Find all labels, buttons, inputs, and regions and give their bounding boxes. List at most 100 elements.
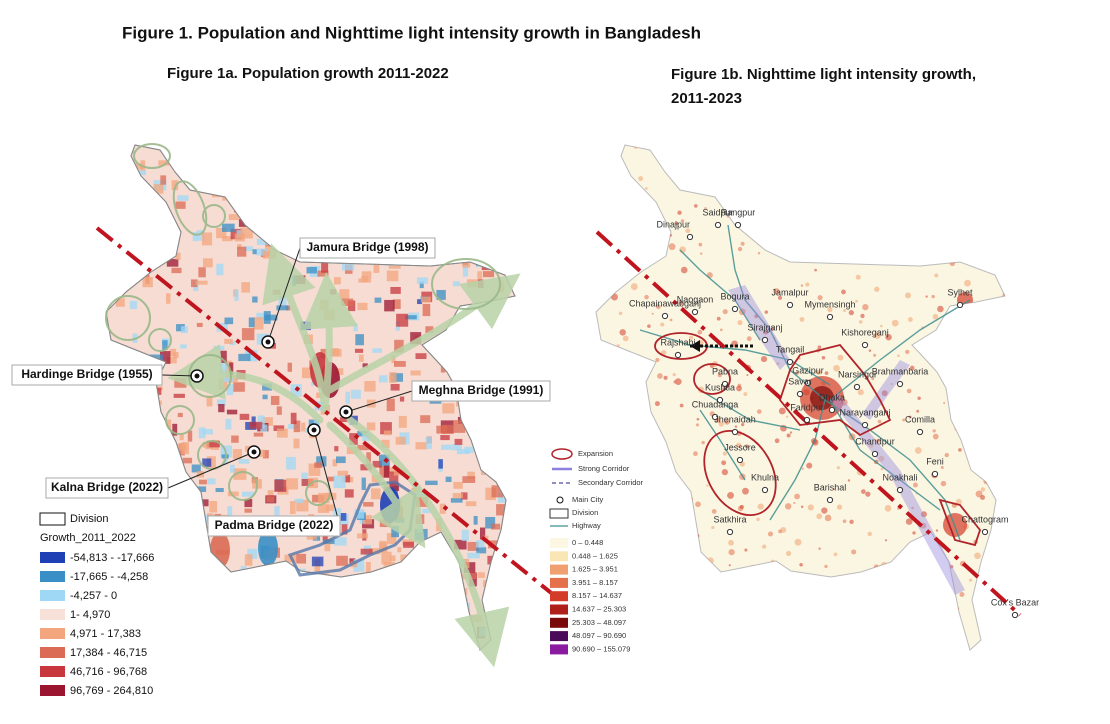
map-patch <box>359 598 371 605</box>
map-patch <box>951 353 957 360</box>
map-patch <box>784 503 792 510</box>
map-patch <box>644 294 649 300</box>
map-patch <box>410 370 421 376</box>
map-patch <box>145 415 154 423</box>
map-patch <box>847 479 851 482</box>
map-patch <box>430 622 442 629</box>
map-patch <box>324 492 337 500</box>
map-patch <box>117 441 125 450</box>
map-patch <box>185 534 191 540</box>
map-patch <box>157 642 164 650</box>
map-patch <box>757 252 761 255</box>
map-patch <box>227 491 239 497</box>
map-patch <box>298 632 305 641</box>
map-patch <box>680 266 688 274</box>
map-patch <box>204 625 214 634</box>
map-patch <box>176 324 185 332</box>
map-patch <box>106 145 110 148</box>
map-patch <box>451 374 465 382</box>
leader-line <box>313 429 341 527</box>
city-label: Bogura <box>720 291 749 301</box>
map-patch <box>420 415 431 424</box>
map-patch <box>190 279 198 288</box>
map-patch <box>455 600 461 608</box>
map-patch <box>932 613 937 618</box>
map-patch <box>477 572 485 578</box>
map-patch <box>491 333 498 341</box>
map-patch <box>379 375 388 383</box>
map-patch <box>992 234 996 238</box>
map-patch <box>980 487 986 492</box>
map-patch <box>914 570 918 575</box>
map-patch <box>999 591 1002 594</box>
map-patch <box>720 591 725 596</box>
map-patch <box>835 628 841 634</box>
map-patch <box>440 435 450 441</box>
map-patch <box>334 537 347 546</box>
map-patch <box>473 515 478 525</box>
map-patch <box>345 391 350 404</box>
map-patch <box>743 191 747 195</box>
city-label: Chattogram <box>961 514 1008 524</box>
map-patch <box>219 645 226 650</box>
city-label: Naogaon <box>677 294 714 304</box>
map-patch <box>778 407 786 415</box>
map-patch <box>821 507 828 514</box>
map-patch <box>711 509 717 514</box>
map-patch <box>456 449 470 455</box>
map-patch <box>406 592 411 599</box>
map-patch <box>742 487 749 495</box>
city-marker <box>803 416 811 424</box>
city-label: Brahmanbaria <box>872 366 929 376</box>
map-patch <box>414 185 422 193</box>
map-patch <box>166 646 175 650</box>
map-patch <box>865 491 871 497</box>
map-patch <box>175 201 186 209</box>
map-patch <box>340 513 347 521</box>
map-patch <box>123 204 128 213</box>
city-marker <box>916 428 924 436</box>
map-patch <box>901 652 903 654</box>
map-patch <box>118 587 126 600</box>
map-patch <box>728 564 731 567</box>
map-patch <box>237 243 242 250</box>
map-patch <box>655 357 660 362</box>
map-patch <box>112 273 119 281</box>
map-patch <box>695 423 700 427</box>
map-patch <box>959 592 965 597</box>
legend-swatch <box>550 604 568 615</box>
map-patch <box>721 460 727 466</box>
map-patch <box>742 642 745 645</box>
map-patch <box>811 231 814 234</box>
map-patch <box>185 558 191 568</box>
map-patch <box>999 183 1005 190</box>
map-patch <box>454 438 463 445</box>
map-patch <box>372 228 378 237</box>
map-patch <box>952 397 957 402</box>
map-patch <box>216 399 226 407</box>
map-patch <box>1011 383 1013 385</box>
map-patch <box>324 539 331 552</box>
city-label: Mymensingh <box>804 299 855 309</box>
legend-swatch <box>550 644 568 655</box>
map-patch <box>484 163 492 173</box>
map-patch <box>453 481 463 489</box>
map-patch <box>435 193 448 205</box>
city-label: Faridpur <box>790 402 824 412</box>
city-label: Noakhali <box>882 472 917 482</box>
map-patch <box>674 378 682 386</box>
map-patch <box>794 493 800 500</box>
map-patch <box>873 564 879 570</box>
map-patch <box>632 512 638 517</box>
map-patch <box>881 598 886 603</box>
map-patch <box>884 160 891 167</box>
bridge-label: Padma Bridge (2022) <box>215 518 334 532</box>
map-patch <box>293 420 301 433</box>
map-patch <box>864 636 868 639</box>
map-patch <box>909 151 915 156</box>
map-patch <box>832 199 837 204</box>
map-patch <box>657 373 663 379</box>
map-patch <box>940 465 944 470</box>
map-patch <box>624 513 631 519</box>
map-patch <box>433 644 439 650</box>
